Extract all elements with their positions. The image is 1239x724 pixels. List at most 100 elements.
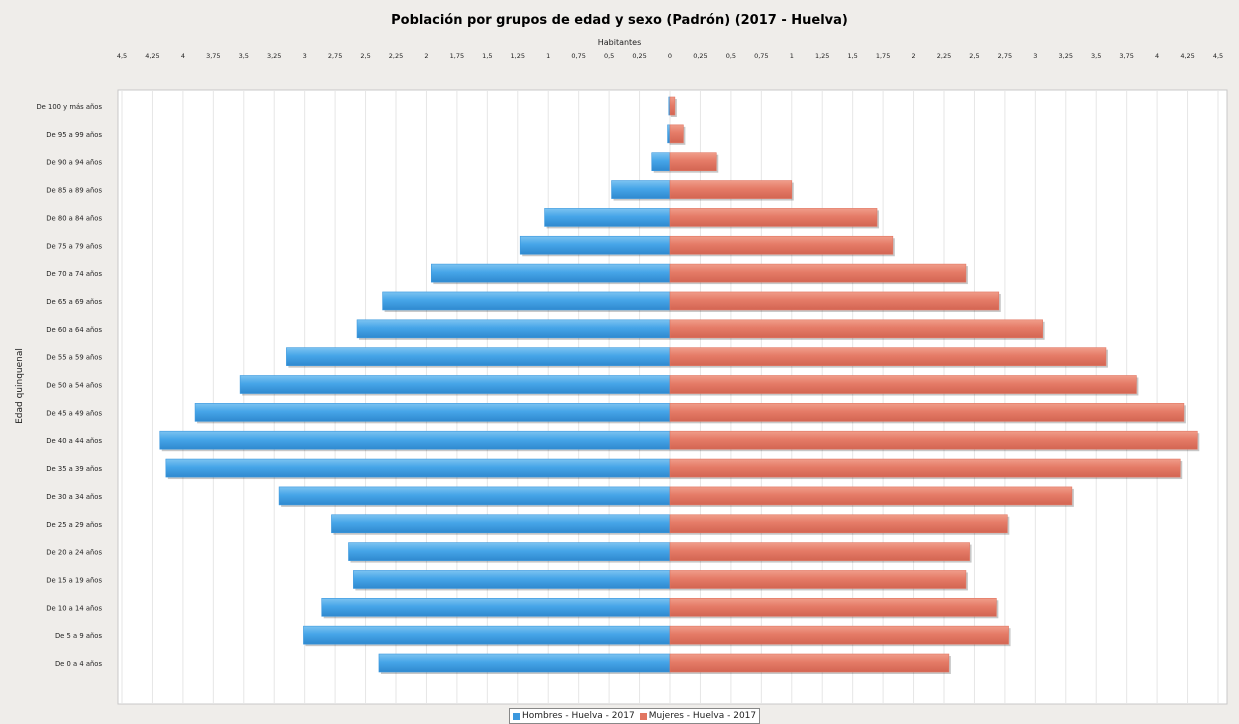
x-tick-label: 4,5 <box>1213 52 1223 60</box>
mujeres-bar[interactable] <box>669 375 1137 394</box>
legend-label: Mujeres - Huelva - 2017 <box>648 711 757 721</box>
y-category-label: De 50 a 54 años <box>46 382 102 390</box>
mujeres-bar[interactable] <box>669 514 1008 534</box>
y-category-label: De 20 a 24 años <box>46 549 102 557</box>
x-tick-label: 1,5 <box>482 52 492 60</box>
hombres-bar[interactable] <box>278 486 671 506</box>
hombres-bar[interactable] <box>321 597 671 617</box>
mujeres-bar[interactable] <box>669 347 1107 366</box>
x-tick-label: 2,75 <box>328 52 342 60</box>
hombres-bar[interactable] <box>239 375 671 394</box>
hombres-bar[interactable] <box>286 347 671 366</box>
mujeres-bar[interactable] <box>669 570 967 589</box>
mujeres-bar[interactable] <box>669 291 1000 311</box>
y-category-label: De 80 a 84 años <box>46 214 102 222</box>
mujeres-bar[interactable] <box>669 486 1073 506</box>
x-tick-label: 1,75 <box>876 52 890 60</box>
mujeres-bar[interactable] <box>669 403 1185 422</box>
hombres-bar[interactable] <box>651 152 671 171</box>
mujeres-bar[interactable] <box>669 542 970 561</box>
mujeres-bar[interactable] <box>669 263 967 283</box>
x-tick-label: 3,25 <box>267 52 281 60</box>
mujeres-bar[interactable] <box>669 458 1181 478</box>
hombres-bar[interactable] <box>519 235 671 255</box>
x-tick-label: 3,25 <box>1059 52 1073 60</box>
x-tick-label: 0 <box>668 52 672 60</box>
hombres-bar[interactable] <box>544 208 671 227</box>
y-category-label: De 40 a 44 años <box>46 437 102 445</box>
x-tick-label: 2,5 <box>969 52 979 60</box>
x-tick-label: 2,5 <box>360 52 370 60</box>
x-tick-label: 3,75 <box>206 52 220 60</box>
legend-swatch <box>513 712 520 720</box>
hombres-bar[interactable] <box>382 291 671 311</box>
x-tick-label: 4 <box>1155 52 1159 60</box>
legend-entry: Hombres - Huelva - 2017 <box>513 711 635 721</box>
legend-entry: Mujeres - Huelva - 2017 <box>639 711 757 721</box>
hombres-bar[interactable] <box>431 263 671 283</box>
x-tick-label: 1,75 <box>450 52 464 60</box>
x-tick-label: 0,25 <box>693 52 707 60</box>
y-category-label: De 95 a 99 años <box>46 131 102 139</box>
mujeres-bar[interactable] <box>669 96 676 116</box>
x-tick-label: 2,75 <box>998 52 1012 60</box>
x-tick-label: 2,25 <box>389 52 403 60</box>
mujeres-bar[interactable] <box>669 625 1009 645</box>
x-tick-label: 1,25 <box>815 52 829 60</box>
chart-title: Población por grupos de edad y sexo (Pad… <box>391 13 848 28</box>
hombres-bar[interactable] <box>667 124 671 144</box>
legend: Hombres - Huelva - 2017 Mujeres - Huelva … <box>509 708 761 724</box>
mujeres-bar[interactable] <box>669 319 1043 339</box>
x-tick-label: 0,75 <box>571 52 585 60</box>
hombres-bar[interactable] <box>378 653 671 673</box>
x-tick-label: 4,5 <box>117 52 127 60</box>
y-category-label: De 45 a 49 años <box>46 409 102 417</box>
mujeres-bar[interactable] <box>669 235 894 255</box>
x-tick-label: 3,75 <box>1119 52 1133 60</box>
x-tick-label: 1 <box>790 52 794 60</box>
mujeres-bar[interactable] <box>669 180 793 199</box>
mujeres-bar[interactable] <box>669 597 997 617</box>
x-tick-label: 0,5 <box>604 52 614 60</box>
y-category-label: De 30 a 34 años <box>46 493 102 501</box>
hombres-bar[interactable] <box>331 514 671 534</box>
x-axis-label: Habitantes <box>597 38 642 47</box>
x-tick-label: 4 <box>181 52 185 60</box>
x-tick-label: 3,5 <box>1091 52 1101 60</box>
mujeres-bar[interactable] <box>669 430 1198 450</box>
x-tick-label: 4,25 <box>145 52 159 60</box>
hombres-bar[interactable] <box>303 625 671 645</box>
y-category-label: De 15 a 19 años <box>46 576 102 584</box>
y-category-label: De 60 a 64 años <box>46 326 102 334</box>
y-category-label: De 10 a 14 años <box>46 604 102 612</box>
hombres-bar[interactable] <box>356 319 671 339</box>
x-tick-label: 2 <box>911 52 915 60</box>
y-category-label: De 70 a 74 años <box>46 270 102 278</box>
hombres-bar[interactable] <box>348 542 671 561</box>
y-category-label: De 55 a 59 años <box>46 354 102 362</box>
hombres-bar[interactable] <box>159 430 671 450</box>
x-tick-label: 2,25 <box>937 52 951 60</box>
mujeres-bar[interactable] <box>669 653 950 673</box>
legend-label: Hombres - Huelva - 2017 <box>522 711 635 721</box>
x-tick-label: 1,25 <box>511 52 525 60</box>
x-tick-label: 0,5 <box>726 52 736 60</box>
y-category-label: De 75 a 79 años <box>46 242 102 250</box>
x-tick-label: 1 <box>546 52 550 60</box>
x-tick-label: 0,25 <box>632 52 646 60</box>
y-category-label: De 5 a 9 años <box>55 632 103 640</box>
hombres-bar[interactable] <box>353 570 671 589</box>
mujeres-bar[interactable] <box>669 152 717 171</box>
x-tick-label: 1,5 <box>847 52 857 60</box>
x-tick-label: 2 <box>424 52 428 60</box>
y-category-label: De 100 y más años <box>36 103 102 111</box>
y-category-label: De 90 a 94 años <box>46 159 102 167</box>
hombres-bar[interactable] <box>194 403 671 422</box>
hombres-bar[interactable] <box>611 180 671 199</box>
mujeres-bar[interactable] <box>669 208 878 227</box>
y-category-label: De 25 a 29 años <box>46 521 102 529</box>
mujeres-bar[interactable] <box>669 124 684 144</box>
hombres-bar[interactable] <box>165 458 671 478</box>
y-category-label: De 0 a 4 años <box>55 660 103 668</box>
